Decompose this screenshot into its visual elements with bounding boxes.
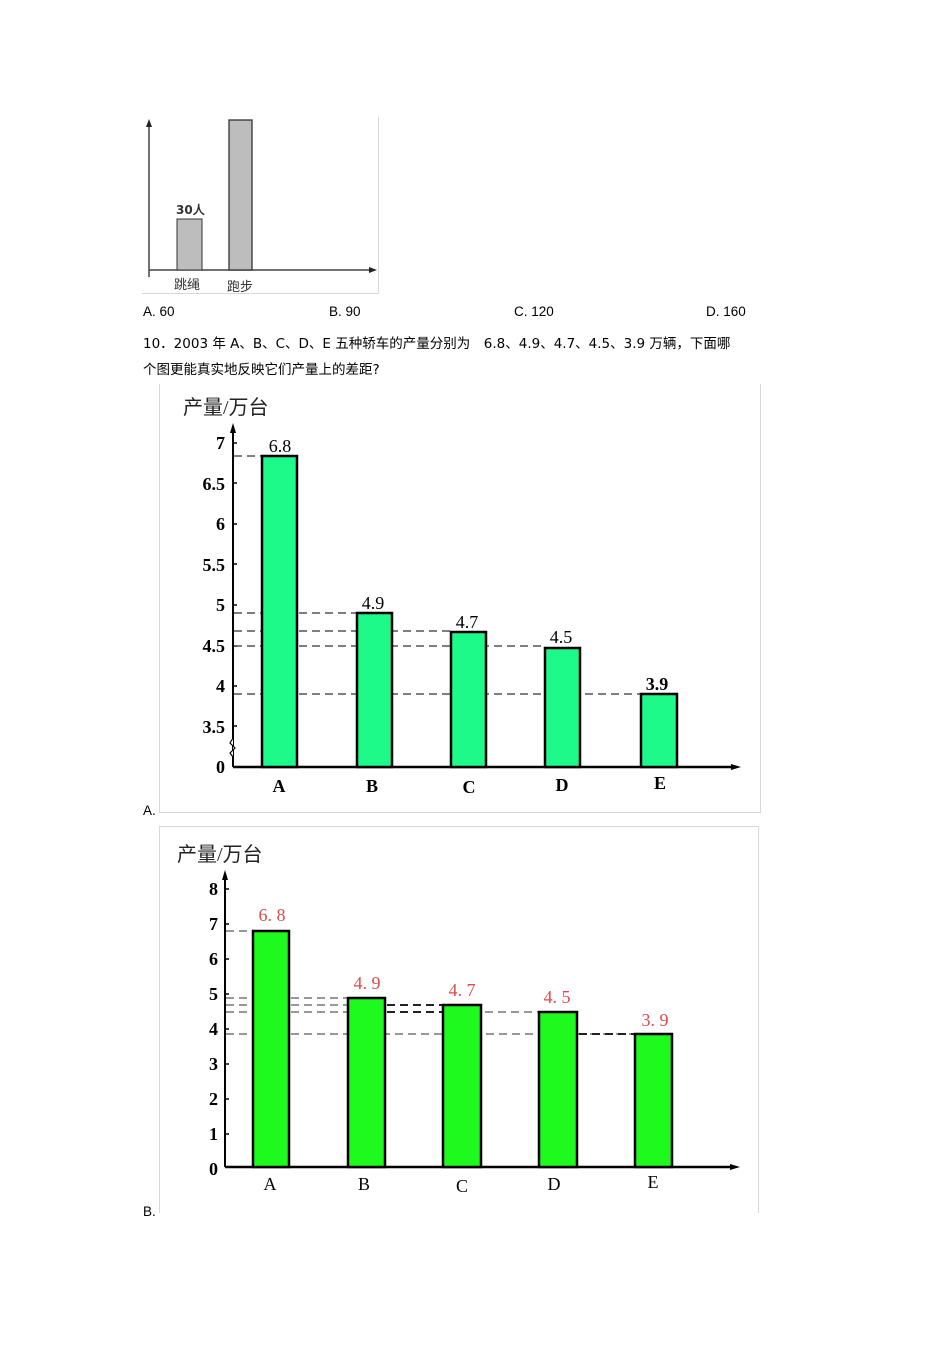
bar-a <box>260 454 299 769</box>
svg-text:5.5: 5.5 <box>203 555 226 575</box>
svg-text:4.7: 4.7 <box>456 612 479 632</box>
svg-text:E: E <box>648 1172 659 1192</box>
svg-text:5: 5 <box>216 595 225 615</box>
chart-b-bar-chart: 产量/万台 8 7 6 5 4 3 2 1 0 <box>177 843 740 1196</box>
x-axis-arrow-icon <box>369 267 377 273</box>
svg-text:C: C <box>456 1176 468 1196</box>
chart-a-bar-chart: 产量/万台 7 6.5 6 5.5 5 4.5 4 3.5 <box>183 396 741 797</box>
y-axis-arrow-icon <box>146 119 152 127</box>
svg-text:B: B <box>366 776 378 796</box>
bar-e <box>639 692 679 769</box>
svg-text:6: 6 <box>209 949 218 969</box>
svg-text:0: 0 <box>209 1159 218 1179</box>
svg-text:7: 7 <box>216 433 225 453</box>
bar-b <box>355 611 394 769</box>
q9-annotation: 30人 <box>176 203 205 217</box>
chart-b-option-label[interactable]: B. <box>143 1204 156 1219</box>
svg-text:4. 9: 4. 9 <box>354 973 381 993</box>
svg-text:4. 5: 4. 5 <box>544 987 571 1007</box>
svg-text:3: 3 <box>209 1054 218 1074</box>
y-axis-arrow-icon <box>222 870 228 880</box>
svg-text:6: 6 <box>216 514 225 534</box>
bar-tiaosheng <box>176 218 203 271</box>
svg-text:D: D <box>556 775 569 795</box>
svg-text:A: A <box>273 776 286 796</box>
bar-c <box>441 1003 483 1169</box>
q9-xlabel-tiaosheng: 跳绳 <box>174 278 201 293</box>
x-axis-arrow-icon <box>731 764 741 770</box>
svg-text:4. 7: 4. 7 <box>449 980 476 1000</box>
q9-bar-chart <box>146 119 377 277</box>
svg-text:4: 4 <box>209 1019 218 1039</box>
bar-c <box>449 630 488 769</box>
svg-text:3.5: 3.5 <box>203 717 226 737</box>
y-axis-arrow-icon <box>230 423 236 433</box>
x-axis-arrow-icon <box>730 1164 740 1170</box>
bar-b <box>346 996 387 1169</box>
chart-b-ylabel: 产量/万台 <box>177 843 263 866</box>
svg-text:4.5: 4.5 <box>550 627 573 647</box>
svg-text:4.9: 4.9 <box>362 593 385 613</box>
bar-e <box>633 1032 674 1169</box>
svg-text:A: A <box>264 1174 277 1194</box>
svg-text:7: 7 <box>209 914 218 934</box>
svg-text:3. 9: 3. 9 <box>642 1010 669 1030</box>
q9-chart-frame: 30人 跳绳 跑步 <box>142 117 379 295</box>
chart-a-frame: 产量/万台 7 6.5 6 5.5 5 4.5 4 3.5 <box>159 384 761 813</box>
svg-text:1: 1 <box>209 1124 218 1144</box>
svg-text:4: 4 <box>216 676 225 696</box>
svg-text:5: 5 <box>209 984 218 1004</box>
svg-text:B: B <box>358 1174 370 1194</box>
chart-a-option-label[interactable]: A. <box>143 803 156 818</box>
q10-question-line2: 个图更能真实地反映它们产量上的差距? <box>143 362 380 378</box>
q9-xlabel-paobu: 跑步 <box>227 280 254 295</box>
svg-text:E: E <box>654 773 666 793</box>
chart-a-ylabel: 产量/万台 <box>183 396 269 419</box>
bar-paobu <box>228 119 253 271</box>
q9-option-d[interactable]: D. 160 <box>706 304 746 319</box>
svg-text:0: 0 <box>216 757 225 777</box>
bar-d <box>543 646 582 769</box>
svg-text:6. 8: 6. 8 <box>259 905 286 925</box>
svg-text:8: 8 <box>209 879 218 899</box>
q9-option-a[interactable]: A. 60 <box>143 304 175 319</box>
svg-text:2: 2 <box>209 1089 218 1109</box>
svg-text:3.9: 3.9 <box>646 674 669 694</box>
svg-text:D: D <box>548 1174 561 1194</box>
q9-option-c[interactable]: C. 120 <box>514 304 554 319</box>
svg-text:6.5: 6.5 <box>203 474 226 494</box>
svg-text:4.5: 4.5 <box>203 636 226 656</box>
chart-b-frame: 产量/万台 8 7 6 5 4 3 2 1 0 <box>159 826 759 1213</box>
bar-a <box>251 929 291 1169</box>
bar-d <box>537 1010 579 1169</box>
svg-text:6.8: 6.8 <box>269 436 292 456</box>
svg-text:C: C <box>463 777 476 797</box>
q9-option-b[interactable]: B. 90 <box>329 304 361 319</box>
q10-question-line1: 10．2003 年 A、B、C、D、E 五种轿车的产量分别为 6.8、4.9、4… <box>143 336 731 352</box>
